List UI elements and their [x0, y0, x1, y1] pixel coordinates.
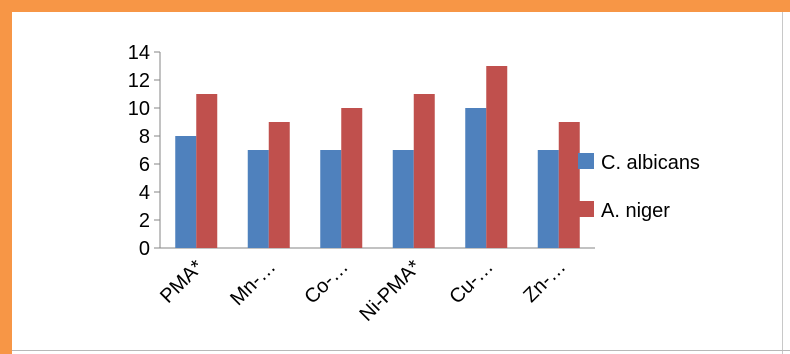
bar-c-albicans-0: [175, 136, 197, 248]
bar-a-niger-2: [341, 108, 363, 248]
frame-top-border: [0, 0, 790, 12]
bar-a-niger-4: [486, 66, 508, 248]
bar-a-niger-0: [196, 94, 218, 248]
y-tick-label: 14: [128, 42, 150, 64]
legend-swatch: [578, 201, 594, 217]
y-tick-label: 6: [139, 154, 150, 176]
bar-c-albicans-2: [320, 150, 342, 248]
y-tick-label: 12: [128, 70, 150, 92]
x-tick-label: Mn-…: [226, 256, 280, 310]
bar-a-niger-3: [413, 94, 435, 248]
x-tick-label: PMA*: [156, 256, 208, 308]
y-tick-label: 4: [139, 182, 150, 204]
frame-right-line: [782, 12, 783, 354]
frame-left-border: [0, 0, 12, 354]
frame-bottom-line: [12, 350, 790, 351]
legend-label: A. niger: [601, 200, 670, 222]
chart-bars: [175, 66, 580, 248]
bar-c-albicans-5: [537, 150, 559, 248]
y-tick-label: 10: [128, 98, 150, 120]
chart-axes: [159, 52, 595, 249]
x-tick-label: Ni-PMA*: [356, 256, 426, 326]
bar-c-albicans-3: [392, 150, 414, 248]
bar-a-niger-5: [558, 122, 580, 248]
x-tick-label: Cu-…: [445, 256, 497, 308]
x-tick-label: Co-…: [300, 256, 352, 308]
legend-swatch: [578, 153, 594, 169]
y-tick-label: 2: [139, 210, 150, 232]
y-axis-ticks: 0 2 4 6 8 10 12 14: [128, 42, 160, 260]
bar-c-albicans-4: [465, 108, 487, 248]
x-axis-labels: PMA* Mn-… Co-… Ni-PMA* Cu-… Zn-…: [156, 256, 570, 326]
bar-a-niger-1: [268, 122, 290, 248]
y-tick-label: 0: [139, 238, 150, 260]
x-tick-label: Zn-…: [519, 256, 570, 307]
y-tick-label: 8: [139, 126, 150, 148]
bar-c-albicans-1: [247, 150, 269, 248]
chart-legend: C. albicans A. niger: [578, 152, 700, 222]
legend-label: C. albicans: [601, 152, 700, 174]
